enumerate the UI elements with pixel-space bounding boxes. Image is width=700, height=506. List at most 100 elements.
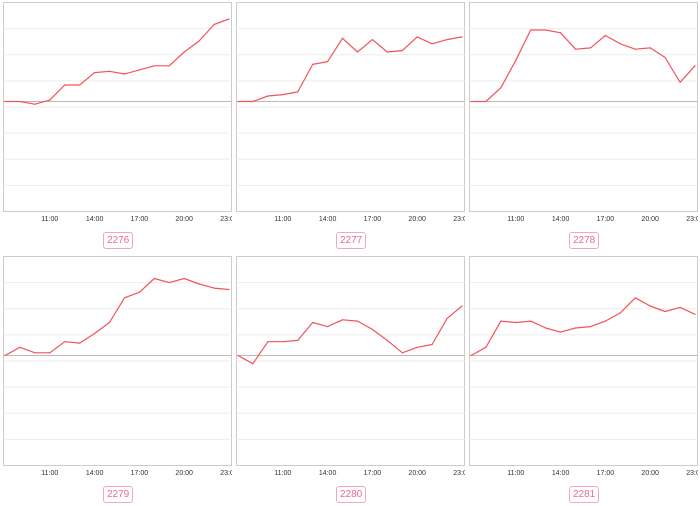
line-chart-2281: 11:00 14:00 17:00 20:00 23:00 — [469, 256, 698, 477]
data-point — [461, 36, 463, 38]
chart-label-badge[interactable]: 2279 — [103, 486, 134, 503]
x-tick-label: 20:00 — [408, 470, 426, 477]
x-tick-label: 23:00 — [453, 470, 465, 477]
chart-label-badge[interactable]: 2278 — [569, 232, 600, 249]
data-point — [327, 326, 329, 328]
data-point — [282, 341, 284, 343]
data-point — [153, 65, 155, 67]
x-tick-label: 20:00 — [408, 216, 426, 223]
data-point — [619, 43, 621, 45]
data-point — [416, 346, 418, 348]
data-point — [356, 320, 359, 322]
chart-panel-2276: 11:00 14:00 17:00 20:00 23:00 2276 — [3, 2, 232, 252]
data-point — [4, 354, 6, 357]
x-tick-label: 20:00 — [641, 470, 659, 477]
data-point — [649, 47, 651, 49]
line-chart-2277: 11:00 14:00 17:00 20:00 23:00 — [236, 2, 465, 223]
data-point — [198, 40, 200, 42]
data-point — [228, 18, 230, 20]
data-point — [649, 305, 651, 307]
data-point — [213, 287, 215, 289]
data-point — [94, 332, 96, 335]
data-point — [401, 50, 403, 52]
data-point — [267, 341, 269, 343]
data-point — [94, 72, 96, 74]
line-chart-2280: 11:00 14:00 17:00 20:00 23:00 — [236, 256, 465, 477]
data-point — [560, 32, 562, 34]
x-tick-label: 11:00 — [274, 216, 291, 223]
x-tick-label: 23:00 — [220, 470, 232, 477]
data-point — [282, 94, 284, 96]
data-point — [604, 34, 606, 37]
data-point — [446, 39, 448, 41]
data-point — [500, 320, 502, 322]
data-point — [183, 51, 185, 53]
chart-panel-2281: 11:00 14:00 17:00 20:00 23:00 2281 — [469, 256, 698, 506]
data-point — [386, 51, 388, 53]
data-point — [515, 59, 517, 61]
series-line — [237, 305, 463, 365]
data-point — [530, 320, 532, 322]
data-point — [694, 313, 696, 315]
data-point — [341, 37, 344, 39]
data-point — [461, 305, 463, 307]
line-chart-2278: 11:00 14:00 17:00 20:00 23:00 — [469, 2, 698, 223]
chart-panel-2278: 11:00 14:00 17:00 20:00 23:00 2278 — [469, 2, 698, 252]
data-point — [500, 87, 502, 89]
data-point — [356, 51, 359, 53]
data-point — [545, 327, 547, 329]
x-tick-label: 17:00 — [597, 470, 615, 477]
chart-label-badge[interactable]: 2280 — [336, 486, 367, 503]
data-point — [237, 100, 239, 103]
data-point — [79, 84, 81, 86]
data-point — [679, 306, 681, 308]
data-point — [153, 277, 155, 280]
x-tick-label: 11:00 — [41, 216, 58, 223]
data-point — [341, 319, 344, 321]
data-point — [604, 320, 606, 322]
chart-label-badge[interactable]: 2281 — [569, 486, 600, 503]
line-chart-2279: 11:00 14:00 17:00 20:00 23:00 — [3, 256, 232, 477]
data-point — [34, 352, 36, 354]
x-tick-label: 14:00 — [552, 470, 570, 477]
data-point — [108, 321, 111, 324]
x-tick-label: 11:00 — [274, 470, 291, 477]
data-point — [138, 291, 140, 293]
x-tick-label: 11:00 — [507, 470, 524, 477]
data-point — [252, 100, 254, 103]
x-tick-label: 20:00 — [641, 216, 659, 223]
data-point — [4, 100, 6, 103]
data-point — [431, 343, 433, 346]
data-point — [237, 354, 239, 357]
x-tick-label: 14:00 — [319, 216, 337, 223]
data-point — [267, 95, 269, 97]
data-point — [312, 63, 314, 65]
data-point — [213, 23, 215, 26]
data-point — [34, 103, 36, 105]
data-point — [574, 48, 577, 50]
data-point — [446, 317, 448, 319]
chart-label-badge[interactable]: 2277 — [336, 232, 367, 249]
data-point — [108, 70, 111, 72]
data-point — [168, 65, 170, 67]
x-tick-label: 20:00 — [175, 216, 193, 223]
chart-panel-2277: 11:00 14:00 17:00 20:00 23:00 2277 — [236, 2, 465, 252]
data-point — [327, 61, 329, 63]
data-point — [123, 73, 126, 75]
data-point — [485, 346, 487, 348]
data-point — [431, 43, 433, 45]
data-point — [416, 36, 418, 38]
data-point — [401, 352, 403, 354]
series-line — [471, 29, 696, 103]
data-point — [470, 100, 472, 103]
data-point — [123, 297, 126, 299]
chart-label-badge[interactable]: 2276 — [103, 232, 134, 249]
data-point — [634, 297, 636, 299]
chart-panel-2279: 11:00 14:00 17:00 20:00 23:00 2279 — [3, 256, 232, 506]
data-point — [297, 91, 299, 93]
data-point — [79, 342, 81, 344]
data-point — [386, 339, 388, 341]
x-tick-label: 23:00 — [453, 216, 465, 223]
data-point — [198, 283, 200, 285]
data-point — [297, 339, 299, 341]
